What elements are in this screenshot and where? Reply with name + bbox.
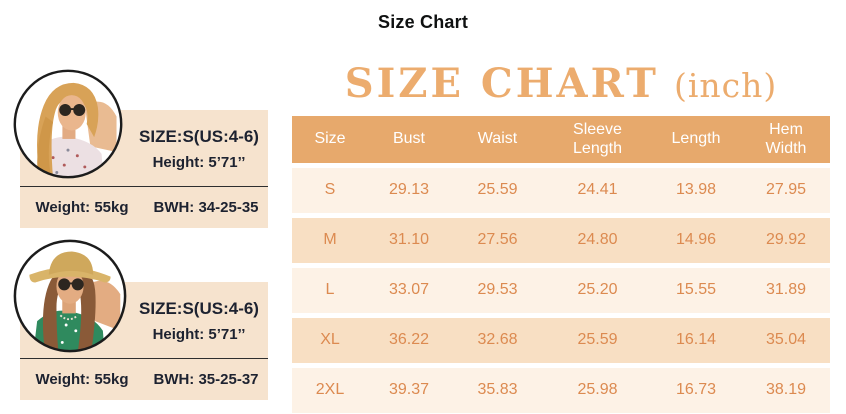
cell-waist: 32.68 (477, 331, 518, 349)
model-2-bwh-label: BWH: 35-25-37 (153, 371, 259, 388)
table-row-size-s: S 29.13 25.59 24.41 13.98 27.95 (292, 168, 830, 213)
model-1-size-info: SIZE:S(US:4-6) Height: 5’71’’ (130, 110, 268, 187)
column-header-waist: Waist (450, 116, 545, 163)
cell-length: 16.73 (675, 381, 717, 399)
cell-length: 16.14 (675, 331, 717, 349)
model-1-body-stats: Weight: 55kg BWH: 34-25-35 (20, 187, 268, 228)
model-1-weight-label: Weight: 55kg (35, 199, 129, 216)
model-1-size-label: SIZE:S(US:4-6) (139, 126, 259, 146)
cell-sleeve-length: 25.98 (577, 381, 618, 399)
model-2-weight-label: Weight: 55kg (35, 371, 129, 388)
cell-sleeve-length: 25.20 (577, 281, 618, 299)
cell-bust: 33.07 (388, 281, 430, 299)
cell-size: S (324, 181, 336, 199)
cell-size: M (323, 231, 337, 249)
cell-size: 2XL (315, 381, 345, 399)
header-line: Length (671, 130, 721, 148)
cell-waist: 27.56 (477, 231, 518, 249)
cell-bust: 39.37 (388, 381, 430, 399)
model-1-bwh-label: BWH: 34-25-35 (153, 199, 259, 216)
cell-bust: 29.13 (388, 181, 430, 199)
table-row-size-m: M 31.10 27.56 24.80 14.96 29.92 (292, 218, 830, 263)
cell-waist: 25.59 (477, 181, 518, 199)
model-2-height-label: Height: 5’71’’ (152, 325, 246, 343)
model-photo-blonde-floral-top (12, 68, 124, 180)
cell-hem-width: 35.04 (765, 331, 807, 349)
cell-length: 13.98 (675, 181, 717, 199)
header-line: Bust (392, 130, 425, 148)
column-header-hem-width: Hem Width (742, 116, 830, 163)
page-title: Size Chart (377, 12, 469, 32)
cell-size: XL (320, 331, 340, 349)
model-2-illustration (13, 239, 127, 353)
column-header-bust: Bust (368, 116, 450, 163)
column-header-sleeve-length: Sleeve Length (545, 116, 650, 163)
divider (20, 358, 268, 359)
size-chart-heading-text: SIZE CHART (344, 60, 659, 107)
size-table: Size Bust Waist Sleeve Length Length Hem W… (292, 116, 830, 413)
divider (20, 186, 268, 187)
table-row-size-xl: XL 36.22 32.68 25.59 16.14 35.04 (292, 318, 830, 363)
cell-length: 14.96 (675, 231, 717, 249)
cell-hem-width: 27.95 (765, 181, 807, 199)
model-2-body-stats: Weight: 55kg BWH: 35-25-37 (20, 359, 268, 400)
cell-waist: 29.53 (477, 281, 518, 299)
cell-hem-width: 31.89 (765, 281, 807, 299)
model-1-height-label: Height: 5’71’’ (152, 153, 246, 171)
cell-bust: 31.10 (388, 231, 430, 249)
model-2-size-label: SIZE:S(US:4-6) (139, 298, 259, 318)
header-line: Width (765, 139, 807, 157)
size-chart-heading: SIZE CHART (inch) (292, 60, 830, 107)
cell-size: L (325, 281, 335, 299)
header-line: Size (314, 130, 346, 148)
size-chart-unit-label: (inch) (673, 66, 778, 105)
model-1-illustration (13, 69, 123, 179)
model-photo-straw-hat-green-top (12, 238, 128, 354)
cell-sleeve-length: 24.80 (577, 231, 618, 249)
cell-sleeve-length: 25.59 (577, 331, 618, 349)
cell-hem-width: 29.92 (765, 231, 807, 249)
cell-sleeve-length: 24.41 (577, 181, 618, 199)
header-line: Waist (477, 130, 518, 148)
table-row-size-l: L 33.07 29.53 25.20 15.55 31.89 (292, 268, 830, 313)
column-header-size: Size (292, 116, 368, 163)
cell-length: 15.55 (675, 281, 717, 299)
header-line: Sleeve (573, 121, 622, 139)
header-line: Length (573, 139, 622, 157)
table-row-size-2xl: 2XL 39.37 35.83 25.98 16.73 38.19 (292, 368, 830, 413)
cell-bust: 36.22 (388, 331, 430, 349)
cell-waist: 35.83 (477, 381, 518, 399)
column-header-length: Length (650, 116, 742, 163)
model-2-size-info: SIZE:S(US:4-6) Height: 5’71’’ (130, 282, 268, 359)
header-line: Hem (769, 121, 803, 139)
size-table-header-row: Size Bust Waist Sleeve Length Length Hem W… (292, 116, 830, 163)
cell-hem-width: 38.19 (765, 381, 807, 399)
